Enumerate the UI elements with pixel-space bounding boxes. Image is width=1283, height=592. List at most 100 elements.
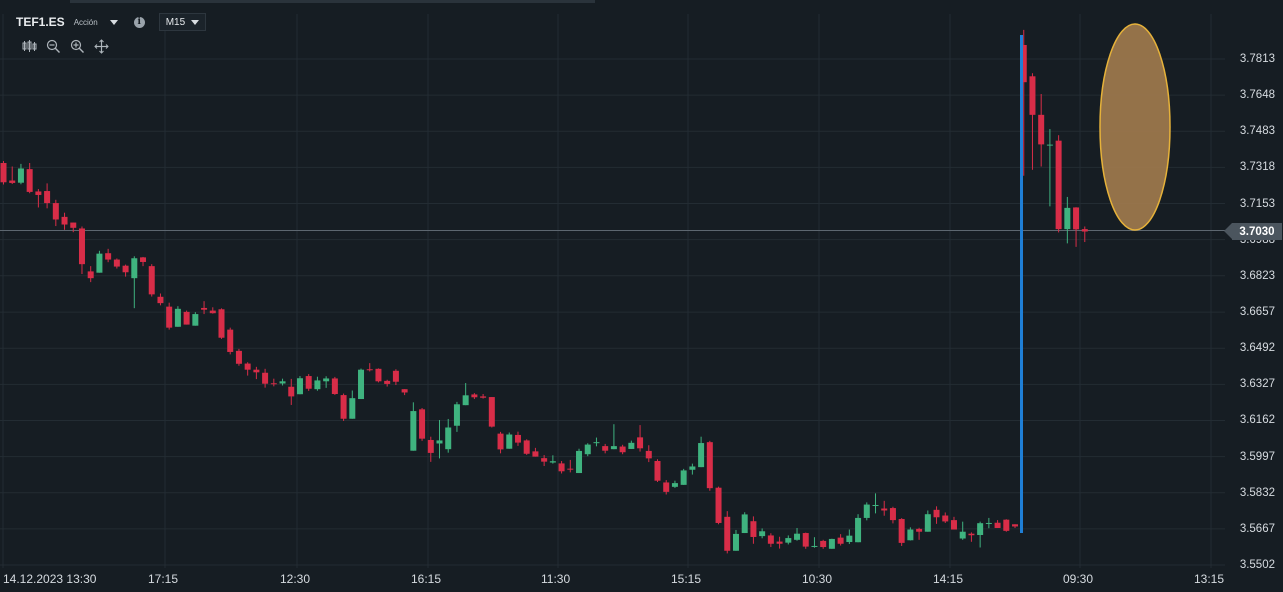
candle-body bbox=[619, 446, 626, 453]
candle bbox=[52, 199, 59, 227]
price-tick-label: 3.7318 bbox=[1239, 161, 1275, 174]
candle-body bbox=[70, 222, 77, 228]
candle bbox=[567, 459, 574, 473]
candle bbox=[602, 443, 609, 454]
candle-body bbox=[654, 460, 661, 481]
symbol-dropdown-icon[interactable] bbox=[109, 19, 118, 25]
candle-body bbox=[1046, 144, 1053, 146]
candle-body bbox=[724, 516, 731, 551]
candle bbox=[488, 397, 495, 428]
candle-body bbox=[410, 411, 417, 451]
candle bbox=[942, 512, 949, 523]
chart-tools bbox=[22, 39, 109, 54]
candle bbox=[968, 532, 975, 542]
candle bbox=[933, 506, 940, 524]
candle bbox=[419, 408, 426, 441]
candle-body bbox=[1012, 524, 1019, 527]
timeframe-select[interactable]: M15 bbox=[158, 13, 207, 31]
candle-body bbox=[549, 461, 556, 463]
candle bbox=[506, 432, 513, 449]
candle bbox=[9, 166, 16, 185]
candle-body bbox=[889, 508, 896, 521]
candle bbox=[296, 376, 303, 395]
candle-body bbox=[680, 470, 687, 485]
candle-body bbox=[113, 259, 120, 267]
zoom-in-icon[interactable] bbox=[70, 39, 85, 54]
candle bbox=[70, 222, 77, 233]
chart-header: TEF1.ES Acción i M15 bbox=[16, 12, 207, 32]
candle-body bbox=[576, 450, 583, 474]
candle bbox=[244, 362, 251, 376]
candle bbox=[1020, 29, 1027, 176]
candle-body bbox=[898, 519, 905, 543]
timeframe-label: M15 bbox=[165, 16, 186, 28]
candle bbox=[113, 258, 120, 269]
candle-body bbox=[863, 504, 870, 518]
candle bbox=[994, 520, 1001, 528]
candle bbox=[907, 527, 914, 541]
candle-body bbox=[881, 508, 888, 511]
candle-body bbox=[985, 522, 992, 524]
candle bbox=[1055, 135, 1062, 233]
candle-body bbox=[950, 520, 957, 530]
candle bbox=[785, 535, 792, 545]
candle bbox=[1046, 129, 1053, 207]
candle-body bbox=[663, 482, 670, 492]
candle bbox=[637, 425, 644, 452]
candle-body bbox=[453, 404, 460, 426]
price-tick-label: 3.5667 bbox=[1239, 522, 1275, 535]
chevron-down-icon bbox=[191, 19, 200, 25]
candle-body bbox=[157, 296, 164, 304]
candle bbox=[122, 264, 129, 277]
price-tick-label: 3.6162 bbox=[1239, 414, 1275, 427]
candle bbox=[628, 440, 635, 449]
candle bbox=[78, 226, 85, 275]
candle bbox=[1081, 226, 1088, 243]
candle-body bbox=[785, 538, 792, 543]
candle-body bbox=[366, 369, 373, 371]
candle bbox=[0, 161, 7, 185]
candle bbox=[497, 431, 504, 454]
candle-body bbox=[706, 442, 713, 489]
candle bbox=[724, 511, 731, 554]
candle bbox=[776, 536, 783, 549]
candle bbox=[985, 517, 992, 529]
candle bbox=[87, 266, 94, 283]
candle-body bbox=[968, 533, 975, 536]
crosshair-icon[interactable] bbox=[94, 39, 109, 54]
candle bbox=[35, 189, 42, 208]
candle bbox=[61, 212, 68, 230]
zoom-out-icon[interactable] bbox=[46, 39, 61, 54]
time-tick-label: 14.12.2023 13:30 bbox=[3, 572, 97, 586]
candle-body bbox=[820, 540, 827, 548]
candle bbox=[558, 460, 565, 474]
candle bbox=[698, 436, 705, 468]
price-tick-label: 3.6823 bbox=[1239, 269, 1275, 282]
candles-icon[interactable] bbox=[22, 39, 37, 54]
candle-body bbox=[514, 434, 521, 443]
candle bbox=[96, 250, 103, 273]
candle bbox=[340, 393, 347, 421]
candle-body bbox=[244, 363, 251, 370]
price-tick-label: 3.5997 bbox=[1239, 450, 1275, 463]
price-tick-label: 3.7153 bbox=[1239, 197, 1275, 210]
candle-body bbox=[78, 228, 85, 265]
candle bbox=[270, 378, 277, 387]
candle bbox=[427, 436, 434, 462]
candle bbox=[436, 420, 443, 459]
top-tab-strip bbox=[70, 0, 595, 3]
candle-body bbox=[192, 314, 199, 326]
highlight-ellipse[interactable] bbox=[1099, 23, 1171, 231]
candle bbox=[314, 376, 321, 391]
candle-body bbox=[924, 514, 931, 532]
candle-body bbox=[523, 440, 530, 454]
candle-body bbox=[741, 514, 748, 534]
candle-body bbox=[645, 450, 652, 459]
candle-body bbox=[52, 203, 59, 220]
candle bbox=[689, 463, 696, 475]
candle-body bbox=[671, 483, 678, 487]
candle-body bbox=[802, 533, 809, 547]
candle bbox=[715, 486, 722, 525]
info-icon[interactable]: i bbox=[133, 16, 145, 28]
